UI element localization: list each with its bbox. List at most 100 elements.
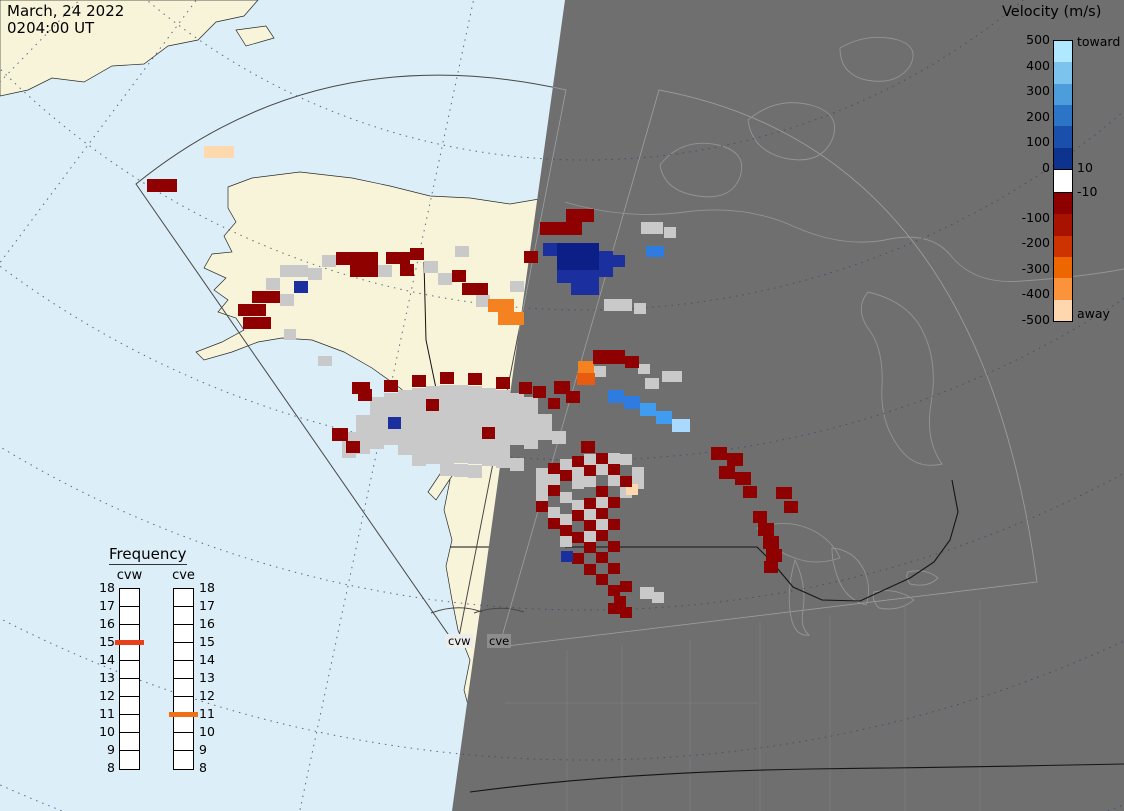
velocity-cell	[624, 396, 640, 409]
velocity-cell	[364, 252, 378, 265]
velocity-cell	[252, 304, 266, 316]
velocity-cell	[440, 424, 454, 437]
colorbar-segment-zero	[1054, 168, 1072, 193]
velocity-cell	[252, 291, 280, 303]
velocity-cell	[764, 561, 778, 573]
velocity-cell	[412, 401, 426, 414]
velocity-cell	[147, 179, 177, 192]
frequency-ladder-cell	[174, 607, 193, 625]
colorbar-segment-away	[1054, 299, 1072, 321]
velocity-cell	[358, 389, 372, 401]
velocity-cell	[548, 463, 560, 474]
coast-arctic-island-1	[659, 142, 743, 198]
velocity-cell	[584, 498, 596, 509]
velocity-cell	[548, 507, 560, 518]
velocity-cell	[584, 520, 596, 531]
timestamp-time: 0204:00 UT	[7, 19, 95, 38]
velocity-cell	[318, 356, 332, 366]
velocity-cell	[538, 414, 552, 427]
velocity-cell	[626, 484, 638, 495]
velocity-tick: -300	[1021, 260, 1050, 276]
coast-north-mainland	[564, 201, 1124, 282]
velocity-tick: 100	[1026, 134, 1050, 150]
velocity-tick: 0	[1042, 160, 1050, 175]
velocity-cell	[346, 441, 360, 453]
velocity-cell	[398, 416, 412, 429]
velocity-cell	[608, 453, 620, 464]
velocity-cell	[593, 350, 625, 364]
velocity-cell	[440, 385, 454, 398]
velocity-cell	[596, 508, 608, 519]
velocity-cell	[776, 487, 792, 499]
velocity-cell	[641, 222, 663, 234]
velocity-cell	[645, 378, 659, 389]
velocity-cell	[468, 373, 482, 385]
radar-label-cvw: cvw	[446, 634, 473, 648]
frequency-tick: 8	[199, 760, 207, 775]
velocity-cell	[572, 553, 584, 564]
colorbar-segment-away	[1054, 214, 1072, 236]
velocity-cell	[560, 525, 572, 536]
velocity-cell	[440, 450, 454, 463]
velocity-cell	[204, 146, 234, 158]
velocity-cell	[454, 464, 468, 477]
velocity-tick: -500	[1021, 312, 1050, 327]
frequency-tick: 15	[199, 634, 215, 649]
frequency-ladder-cell	[174, 715, 193, 733]
velocity-cell	[540, 222, 582, 235]
velocity-cell	[424, 261, 438, 273]
velocity-cell	[519, 382, 532, 394]
colorbar-segment-toward	[1054, 41, 1072, 63]
velocity-cell	[613, 255, 625, 267]
velocity-cell	[496, 390, 510, 403]
coast-lake-michigan	[788, 558, 811, 636]
frequency-tick: 16	[99, 616, 115, 631]
velocity-tick: 500	[1026, 32, 1050, 47]
velocity-cell	[596, 464, 608, 475]
velocity-cell	[468, 451, 482, 464]
frequency-ladder-cve	[173, 588, 194, 770]
velocity-cell	[656, 411, 672, 424]
velocity-cell	[350, 265, 378, 277]
velocity-cell	[452, 270, 466, 282]
velocity-cell	[412, 453, 426, 466]
frequency-column-header-cve: cve	[172, 568, 195, 583]
velocity-cell	[719, 466, 735, 479]
velocity-cell	[557, 270, 599, 283]
velocity-cell	[482, 414, 496, 427]
velocity-cell	[608, 464, 620, 475]
velocity-cell	[632, 467, 644, 478]
velocity-cell	[386, 252, 410, 264]
velocity-cell	[468, 425, 482, 438]
velocity-cell	[596, 486, 608, 497]
frequency-column-header-cvw: cvw	[116, 568, 143, 583]
velocity-cell	[412, 427, 426, 440]
colorbar-segment-toward	[1054, 83, 1072, 105]
velocity-cell	[548, 485, 560, 496]
velocity-cell	[560, 536, 572, 547]
velocity-cell	[608, 497, 620, 508]
frequency-tick: 11	[99, 706, 115, 721]
velocity-cell	[592, 366, 606, 377]
frequency-ladder-cell	[174, 751, 193, 769]
velocity-cell	[584, 564, 596, 575]
velocity-cell	[758, 523, 774, 536]
colorbar-segment-away	[1054, 235, 1072, 257]
velocity-cell	[482, 427, 495, 439]
velocity-tick: -400	[1021, 286, 1050, 302]
velocity-cell	[412, 375, 426, 387]
frequency-tick: 16	[199, 616, 215, 631]
velocity-cell	[672, 419, 690, 432]
frequency-ladder-cell	[174, 643, 193, 661]
velocity-cell	[604, 299, 632, 311]
frequency-tick: 13	[199, 670, 215, 685]
velocity-cell	[468, 412, 482, 425]
velocity-cell	[554, 381, 570, 394]
frequency-ladder-cvw	[119, 588, 140, 770]
border-alaska-yukon	[423, 261, 439, 399]
velocity-cell	[454, 450, 468, 463]
velocity-cell	[454, 424, 468, 437]
velocity-cell	[280, 294, 294, 306]
fov-cvw	[135, 74, 567, 648]
